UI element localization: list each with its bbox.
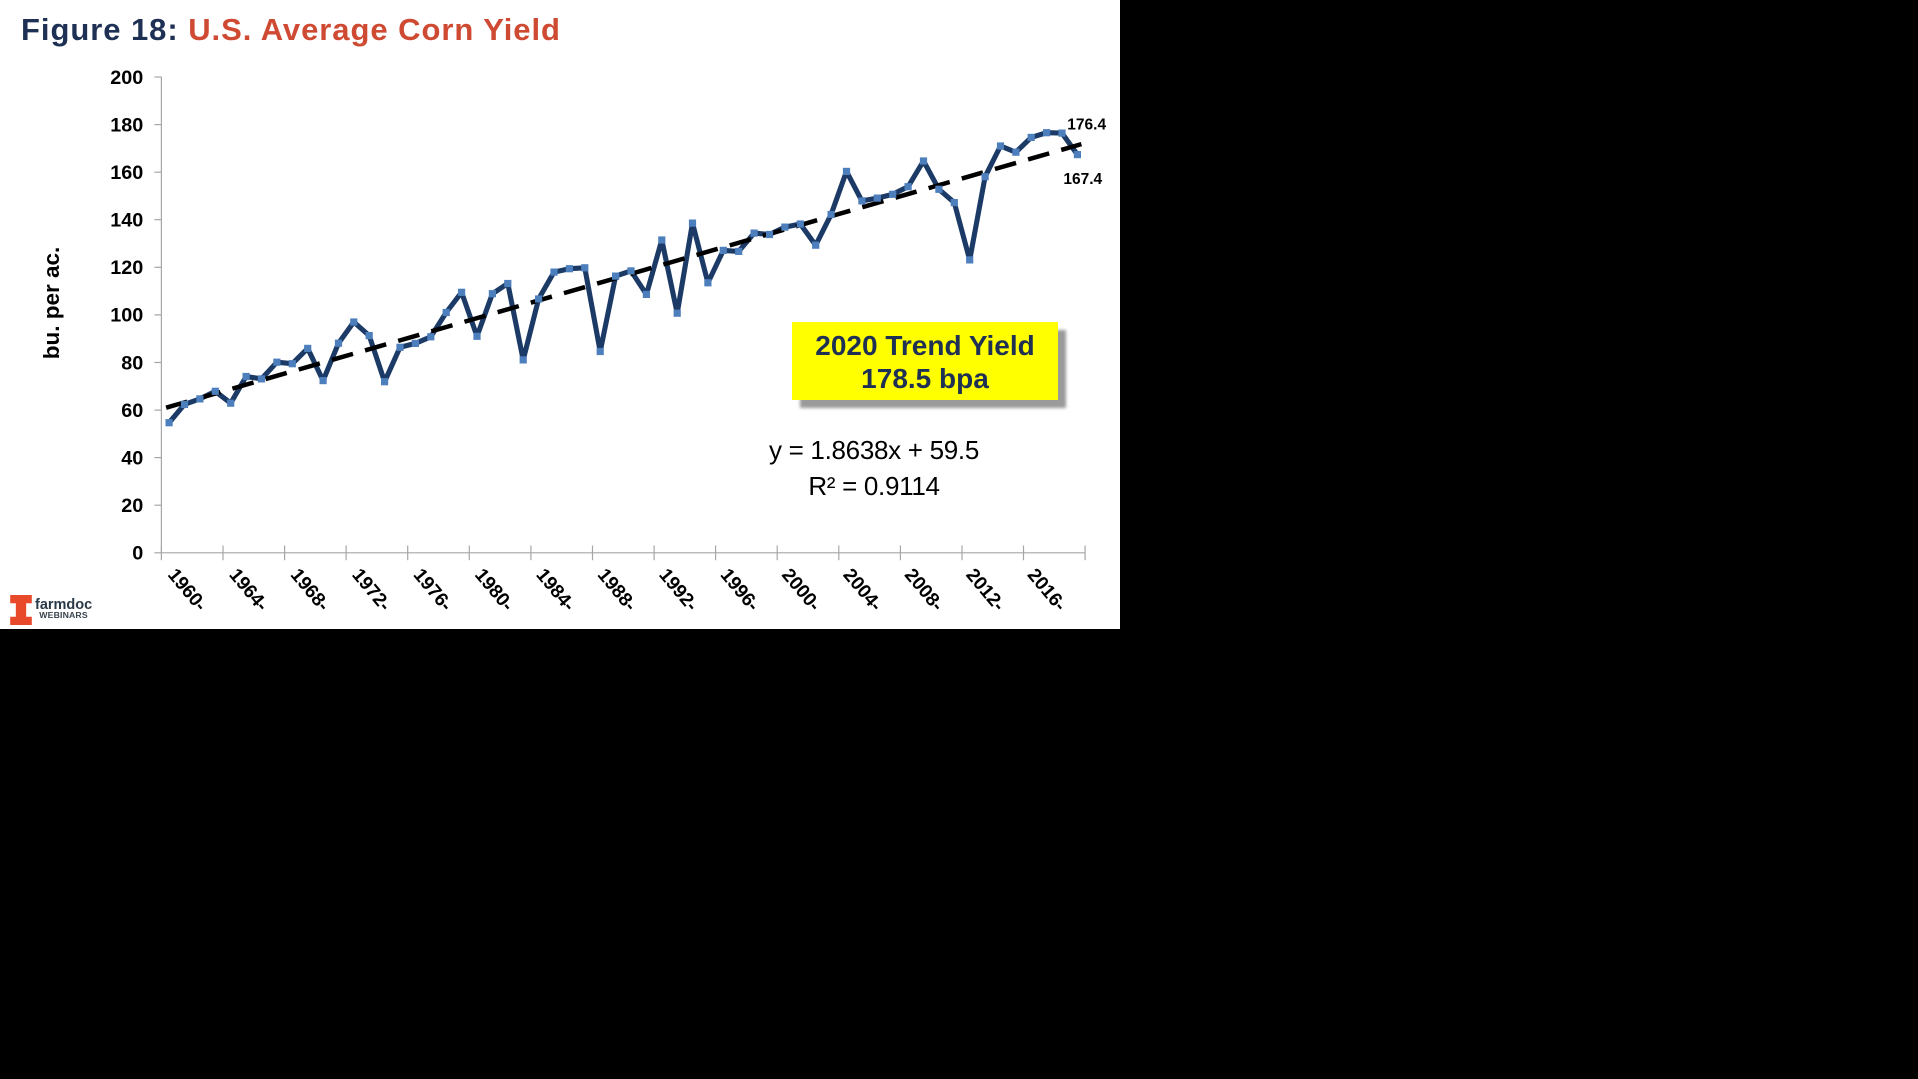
svg-text:180: 180 [110,114,143,136]
svg-text:2000-: 2000- [777,565,824,616]
svg-text:80: 80 [121,352,143,374]
svg-text:140: 140 [110,210,143,232]
svg-text:176.4: 176.4 [1067,117,1106,134]
svg-text:40: 40 [121,447,143,469]
svg-text:60: 60 [121,400,143,422]
svg-text:1984-: 1984- [532,565,579,616]
svg-text:1996-: 1996- [716,565,763,616]
svg-text:0: 0 [132,543,143,565]
svg-text:2012-: 2012- [961,565,1008,616]
svg-text:1992-: 1992- [654,565,701,616]
svg-text:2016-: 2016- [1023,565,1070,616]
svg-text:2008-: 2008- [900,565,947,616]
svg-text:120: 120 [110,257,143,279]
svg-text:160: 160 [110,162,143,184]
svg-text:1968-: 1968- [286,565,333,616]
svg-text:1976-: 1976- [409,565,456,616]
svg-text:20: 20 [121,495,143,517]
svg-text:1964-: 1964- [225,565,272,616]
svg-text:167.4: 167.4 [1063,171,1102,188]
svg-text:1960-: 1960- [163,565,210,616]
svg-text:100: 100 [110,305,143,327]
svg-text:1980-: 1980- [470,565,517,616]
svg-text:bu. per ac.: bu. per ac. [39,247,64,360]
svg-text:2004-: 2004- [839,565,886,616]
svg-text:1972-: 1972- [347,565,394,616]
svg-text:1988-: 1988- [593,565,640,616]
svg-text:200: 200 [110,67,143,89]
